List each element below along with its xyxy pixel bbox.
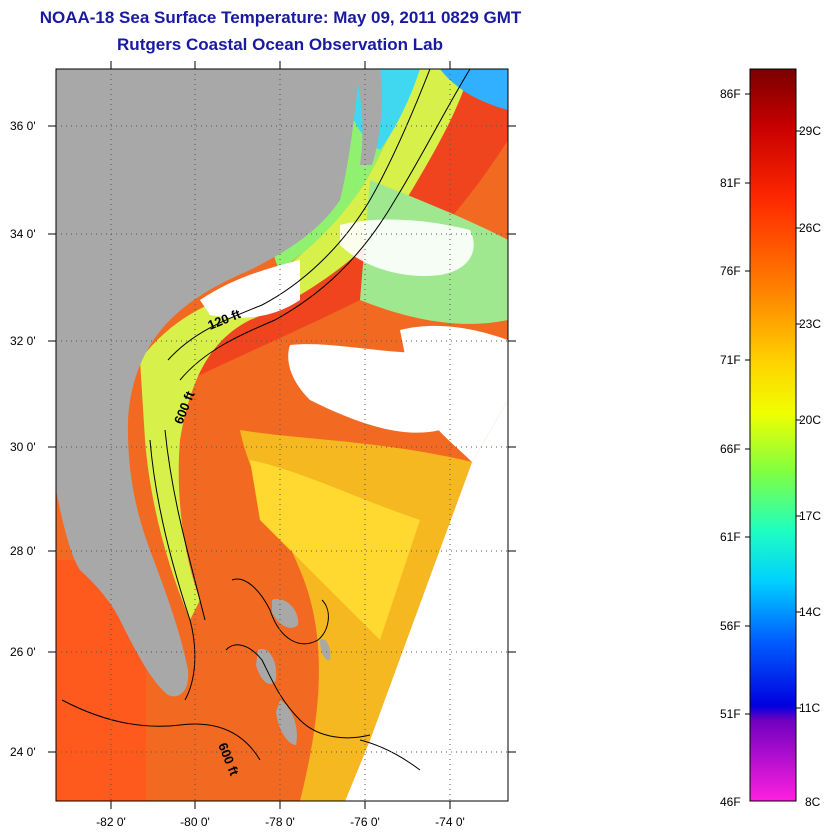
bahamas [272,599,299,628]
isobath-600ft [179,69,471,381]
colorbar-f-label: 66F [720,442,741,456]
colorbar-f-label: 71F [720,353,741,367]
colorbar-f-label: 86F [720,87,741,101]
colorbar-c-label: 20C [799,413,822,427]
cloud-cover [200,260,300,318]
colorbar-c-label: 17C [799,509,822,523]
colorbar-c-label: 23C [799,317,822,331]
lat-label: 34 0' [10,227,36,241]
lat-label: 24 0' [10,745,36,759]
colorbar-f-label: 81F [720,176,741,190]
colorbar-c-label: 29C [799,124,822,138]
map-subtitle: Rutgers Coastal Ocean Observation Lab [117,35,443,54]
colorbar-c-label: 14C [799,605,822,619]
map-title: NOAA-18 Sea Surface Temperature: May 09,… [39,8,522,27]
colorbar-c-label: 26C [799,221,822,235]
graticule [56,69,508,801]
lon-label: -82 0' [96,815,126,829]
lon-label: -76 0' [350,815,380,829]
colorbar-c-label: 8C [805,795,821,809]
lon-label: -78 0' [265,815,295,829]
lon-label: -74 0' [435,815,465,829]
lat-label: 36 0' [10,119,36,133]
lat-label: 30 0' [10,440,36,454]
colorbar-f-label: 61F [720,530,741,544]
colorbar-f-label: 56F [720,619,741,633]
lat-label: 28 0' [10,544,36,558]
lat-label: 32 0' [10,334,36,348]
land-mass [56,69,360,697]
isobath-120ft [167,69,431,361]
colorbar-c-label: 11C [799,701,821,715]
colorbar [749,68,797,802]
colorbar-f-label: 76F [720,264,741,278]
lon-label: -80 0' [180,815,210,829]
lat-label: 26 0' [10,645,36,659]
colorbar-f-label: 51F [720,707,741,721]
colorbar-f-label: 46F [720,795,741,809]
